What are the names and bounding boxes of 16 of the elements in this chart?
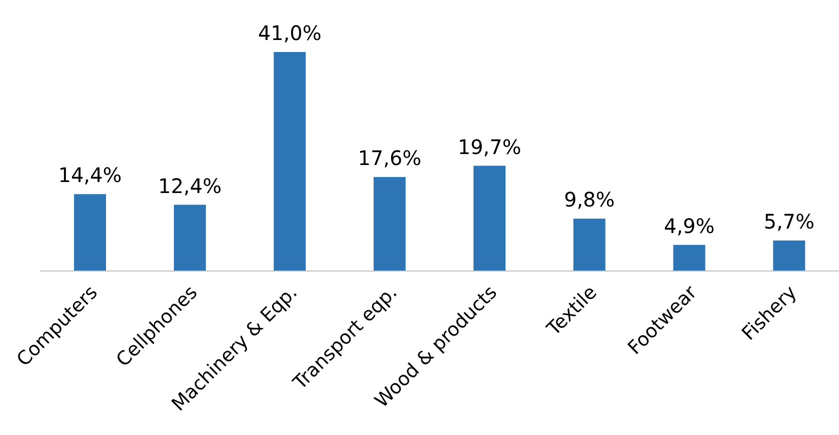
data-label: 12,4% [158,174,222,198]
bar [773,240,806,271]
data-label: 19,7% [458,134,522,159]
bar [374,176,406,271]
data-label: 14,4% [58,163,122,188]
data-label: 9,8% [564,188,615,212]
data-label: 5,7% [764,210,815,234]
data-label: 17,6% [358,146,422,170]
data-label: 41,0% [258,21,322,45]
data-label: 4,9% [664,214,715,238]
bar [573,218,606,271]
bar [474,166,506,271]
bar [274,52,306,271]
bar [74,194,106,271]
bar [174,204,206,271]
bar [673,244,706,271]
